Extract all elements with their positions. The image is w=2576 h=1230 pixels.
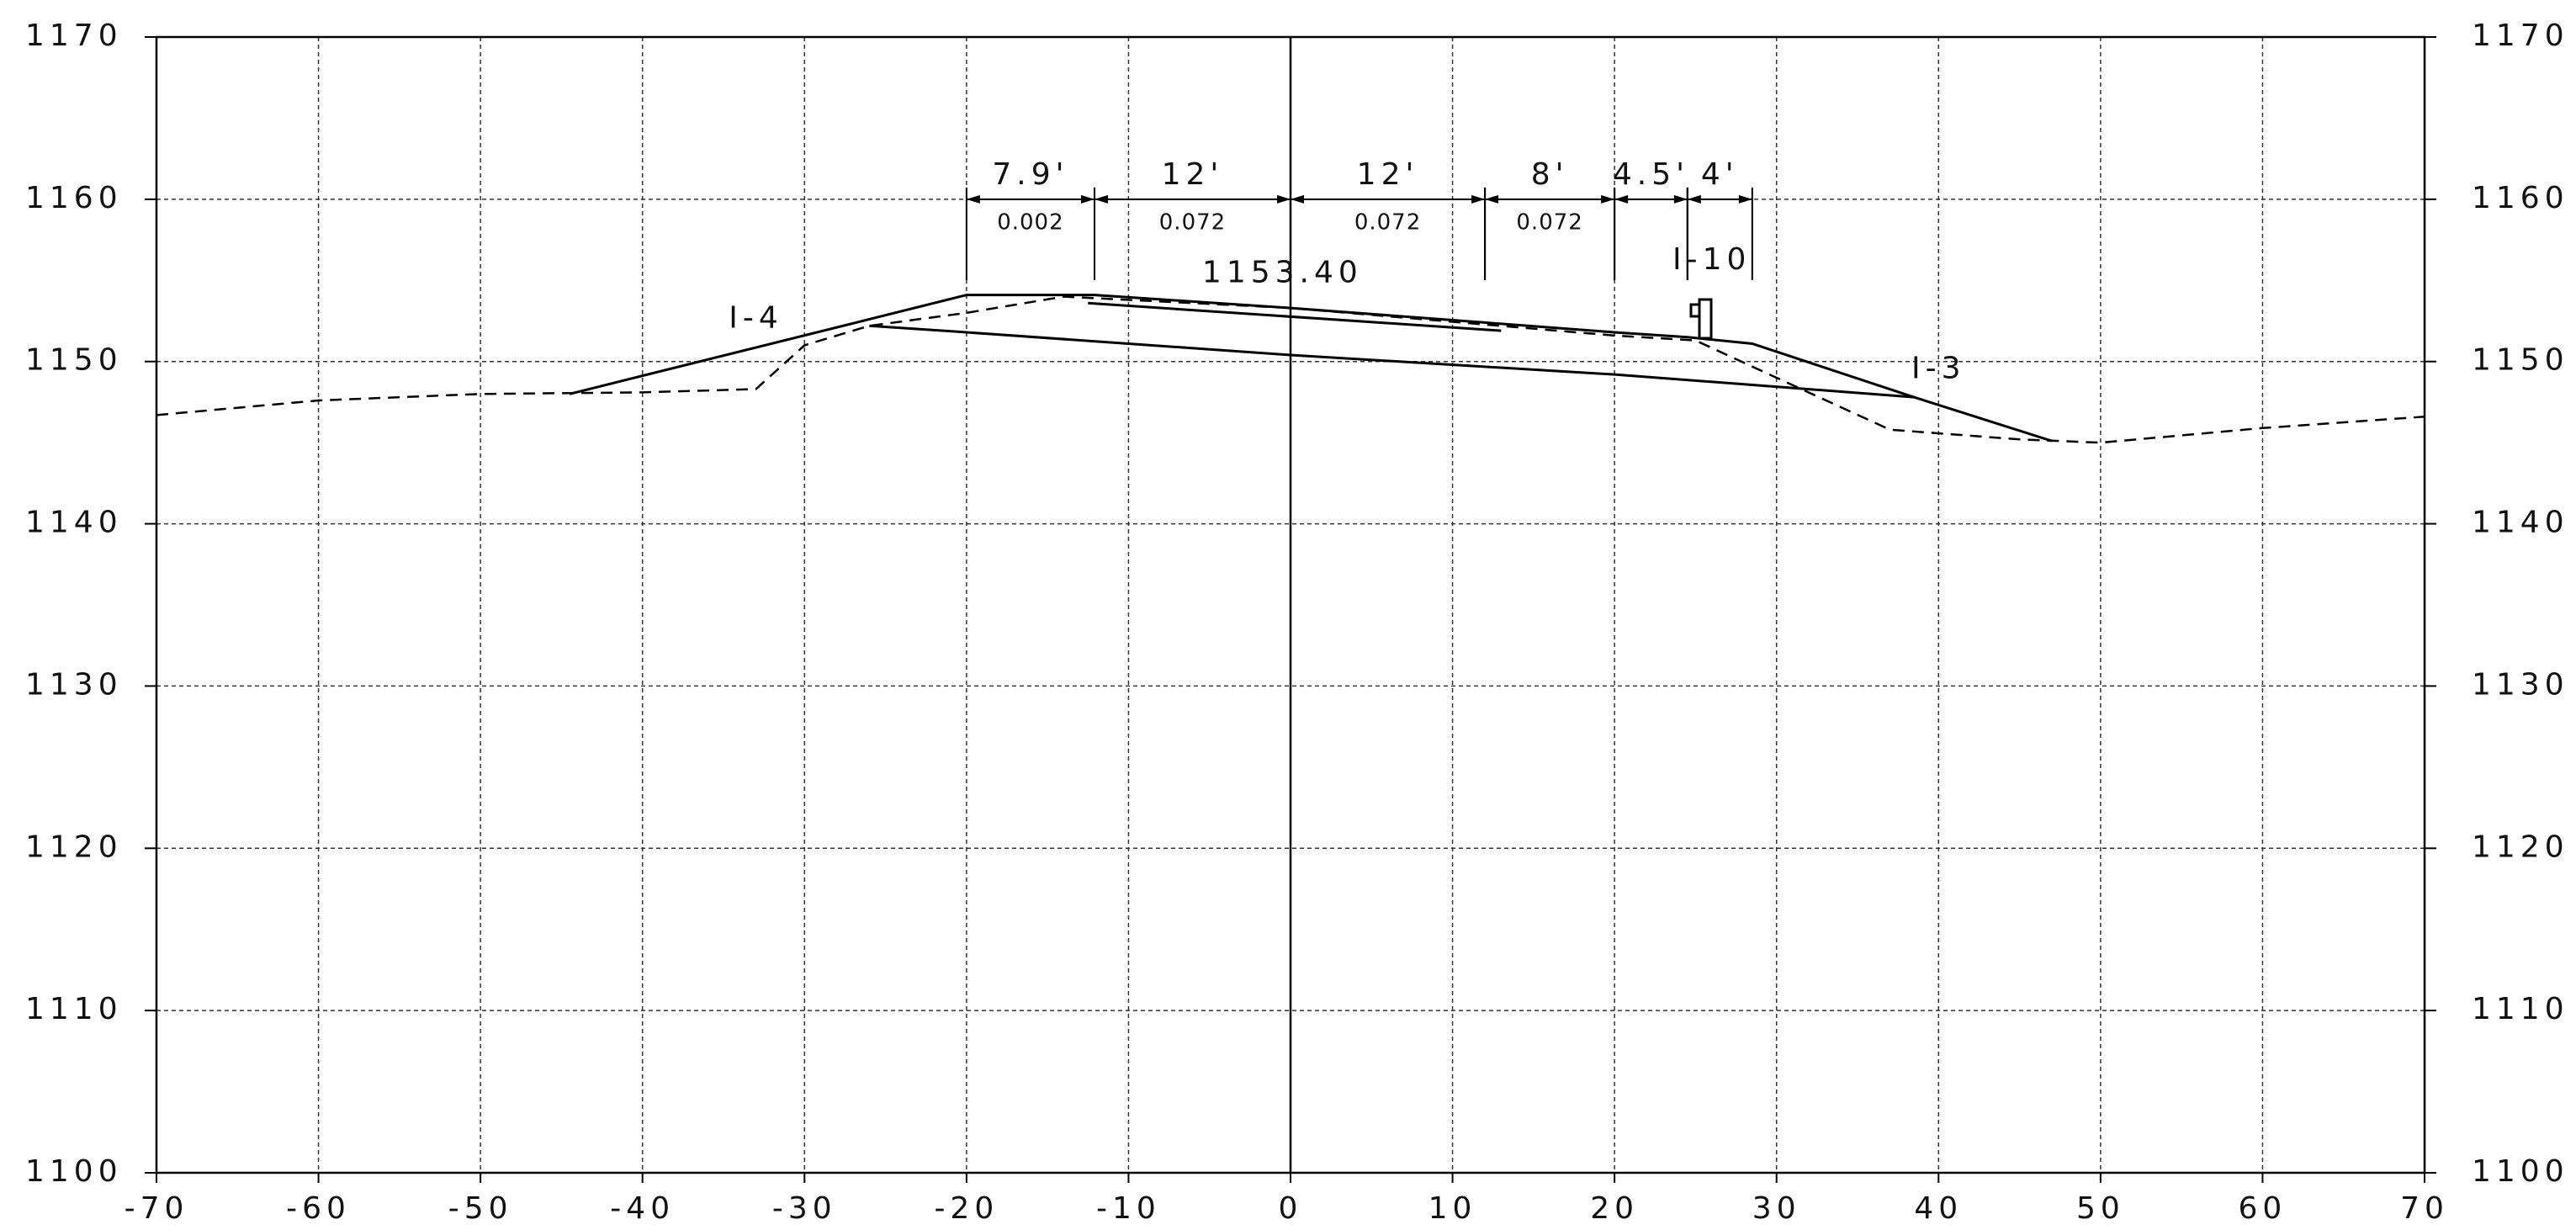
x-tick-label: -40 [610, 1191, 675, 1226]
x-tick-label: 50 [2076, 1191, 2125, 1226]
section-line [156, 295, 2425, 444]
section-line [1088, 301, 1502, 332]
guardrail-post [1698, 298, 1713, 340]
y-tick-label: 1140 [2472, 506, 2569, 540]
dimension-arrow [1080, 194, 1095, 204]
x-tick-label: 0 [1279, 1191, 1303, 1226]
x-tick-label: -10 [1096, 1191, 1161, 1226]
y-tick-label: 1140 [25, 506, 123, 540]
y-tick-label: 1170 [2472, 19, 2569, 53]
plot-frame [155, 35, 2426, 1174]
dimension-arrow [1094, 194, 1108, 204]
dimension-arrow [1738, 194, 1752, 204]
y-tick-label: 1100 [2472, 1154, 2569, 1189]
x-tick-label: 30 [1752, 1191, 1801, 1226]
guardrail [1689, 298, 1713, 340]
slope-label: 0.002 [997, 209, 1063, 235]
x-tick-label: -70 [125, 1191, 189, 1226]
section-line [869, 324, 1915, 399]
x-tick-label: -30 [772, 1191, 837, 1226]
dimension-arrow [1614, 194, 1629, 204]
annotation: I-4 [729, 301, 783, 336]
section-line [569, 294, 2053, 443]
dimension-label: 12' [1357, 157, 1419, 192]
y-tick-label: 1120 [25, 830, 123, 864]
x-tick-label: 60 [2239, 1191, 2287, 1226]
dimension-label: 8' [1531, 157, 1569, 192]
x-tick-label: -20 [934, 1191, 999, 1226]
dimension-label: 4.5' [1613, 157, 1689, 192]
dimension-label: 4' [1701, 157, 1739, 192]
x-tick-label: -50 [448, 1191, 513, 1226]
y-tick-label: 1120 [2472, 830, 2569, 864]
dimension-arrow [1485, 194, 1499, 204]
dimension-arrow [1291, 194, 1304, 204]
y-tick-label: 1170 [25, 19, 123, 53]
guardrail-rail [1689, 303, 1699, 318]
dimension-label: 12' [1162, 157, 1224, 192]
dimension-arrow [1601, 194, 1615, 204]
slope-label: 0.072 [1516, 209, 1582, 235]
x-tick-label: 20 [1590, 1191, 1639, 1226]
dimension-arrow [1277, 194, 1291, 204]
dimension-label: 7.9' [992, 157, 1068, 192]
x-tick-label: 40 [1914, 1191, 1963, 1226]
dimension-arrow [1673, 194, 1688, 204]
slope-label: 0.072 [1159, 209, 1226, 235]
x-tick-label: 70 [2400, 1191, 2449, 1226]
dimension-arrow [1471, 194, 1486, 204]
y-tick-label: 1110 [25, 992, 123, 1026]
x-tick-label: -60 [286, 1191, 351, 1226]
y-tick-label: 1160 [2472, 181, 2569, 215]
annotation: I-3 [1911, 351, 1966, 385]
dimension-arrow [1687, 194, 1701, 204]
y-tick-label: 1100 [25, 1154, 123, 1189]
y-tick-label: 1130 [2472, 667, 2569, 702]
annotation: 1153.40 [1202, 256, 1363, 290]
x-tick-label: 10 [1428, 1191, 1477, 1226]
y-tick-label: 1110 [2472, 992, 2569, 1026]
y-tick-label: 1160 [25, 181, 123, 215]
y-tick-label: 1150 [25, 343, 123, 378]
slope-label: 0.072 [1354, 209, 1421, 235]
y-tick-label: 1150 [2472, 343, 2569, 378]
y-tick-label: 1130 [25, 667, 123, 702]
annotation: I-10 [1672, 242, 1751, 277]
dimension-arrow [966, 194, 980, 204]
